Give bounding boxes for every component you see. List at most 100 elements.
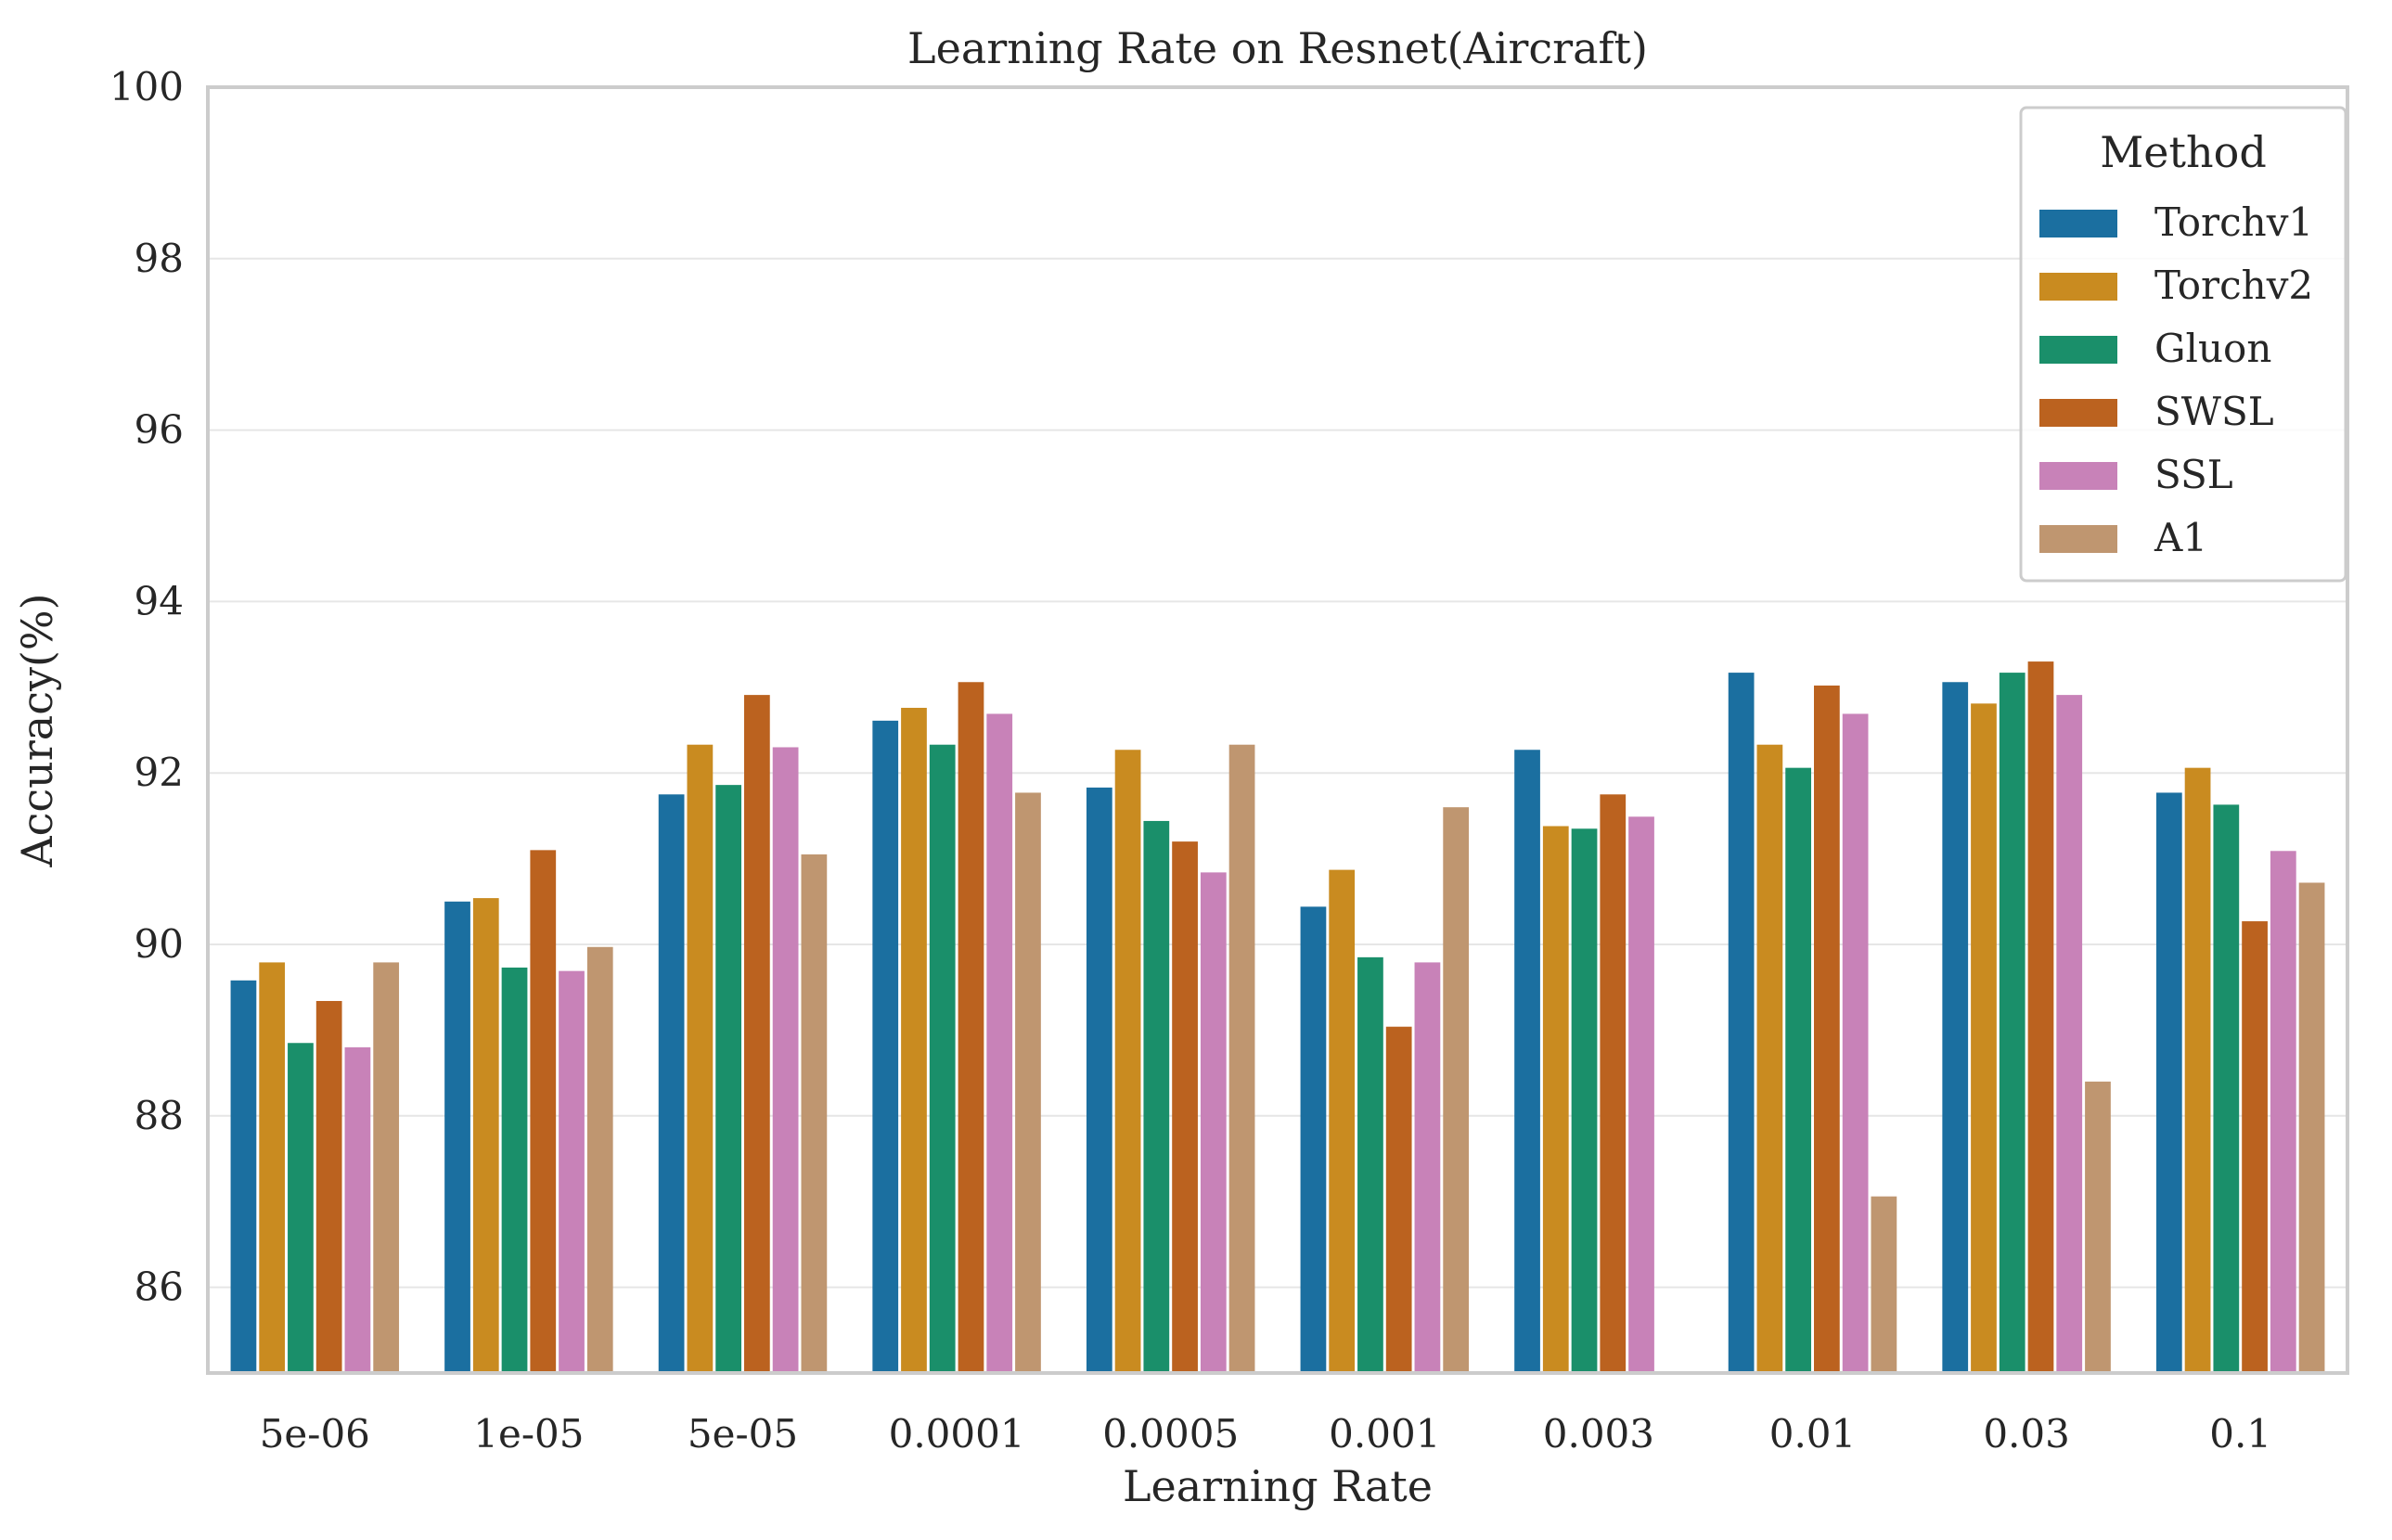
bar-a1-5e-05 [801,853,828,1373]
y-tick-label: 94 [135,578,184,623]
bar-swsl-5e-05 [744,695,770,1373]
x-tick-label: 5e-06 [260,1411,370,1457]
bar-a1-0.01 [1871,1196,1897,1373]
bar-gluon-5e-05 [715,785,741,1373]
x-axis-label: Learning Rate [1123,1461,1433,1511]
bar-swsl-0.1 [2242,921,2268,1373]
bar-ssl-0.0005 [1200,872,1227,1373]
bar-ssl-0.03 [2056,695,2083,1373]
bar-gluon-0.0005 [1143,820,1170,1373]
bar-swsl-0.0001 [958,682,984,1373]
bar-torchv2-0.01 [1756,744,1783,1373]
x-tick-label: 0.01 [1769,1411,1857,1457]
bar-a1-5e-06 [373,962,400,1373]
bar-gluon-0.003 [1571,828,1598,1373]
legend: Method Torchv1 Torchv2 Gluon SWSL SSL A1 [2019,106,2347,583]
legend-swatch-a1 [2039,525,2117,553]
bar-gluon-0.01 [1785,767,1811,1373]
bar-gluon-0.03 [1999,673,2025,1373]
bar-a1-0.0005 [1228,744,1255,1373]
plot-frame [206,85,2349,1375]
legend-label-torchv2: Torchv2 [2154,263,2313,308]
legend-label-a1: A1 [2154,515,2207,560]
x-axis-ticks: 5e-06 1e-05 5e-05 0.0001 0.0005 0.001 0.003 0.0… [260,1411,2271,1457]
bar-torchv1-0.1 [2155,792,2182,1373]
bar-torchv1-5e-05 [658,794,685,1373]
bar-ssl-1e-05 [559,970,585,1373]
legend-swatch-ssl [2039,462,2117,490]
y-axis-ticks: 86 88 90 92 94 96 98 100 [109,64,184,1310]
bar-torchv2-0.0001 [901,707,927,1373]
bar-a1-0.0001 [1015,792,1041,1373]
bar-torchv2-5e-06 [259,962,286,1373]
bars [230,661,2325,1373]
legend-label-gluon: Gluon [2154,326,2271,371]
legend-swatch-torchv1 [2039,210,2117,237]
x-tick-label: 5e-05 [688,1411,798,1457]
x-tick-label: 0.003 [1543,1411,1654,1457]
bar-swsl-0.01 [1814,685,1840,1373]
bar-ssl-0.001 [1414,962,1441,1373]
bar-gluon-0.001 [1357,956,1383,1373]
bar-torchv1-1e-05 [444,901,470,1373]
bar-torchv2-5e-05 [687,744,714,1373]
bar-a1-0.001 [1443,807,1470,1373]
y-tick-label: 88 [135,1093,184,1138]
bar-torchv1-0.003 [1514,750,1540,1373]
legend-label-ssl: SSL [2154,452,2233,497]
bar-a1-0.1 [2298,882,2325,1373]
bar-torchv2-0.003 [1542,826,1569,1373]
y-tick-label: 86 [135,1264,184,1310]
bar-torchv1-5e-06 [230,980,257,1373]
bar-ssl-5e-06 [344,1046,371,1373]
legend-items: Torchv1 Torchv2 Gluon SWSL SSL A1 [2039,199,2313,560]
y-tick-label: 92 [135,750,184,795]
y-tick-label: 98 [135,236,184,281]
x-tick-label: 0.1 [2209,1411,2271,1457]
bar-torchv1-0.0005 [1086,787,1112,1373]
legend-title: Method [2100,127,2267,177]
bar-swsl-5e-06 [315,1000,342,1373]
bar-a1-1e-05 [586,946,613,1373]
y-tick-label: 90 [135,921,184,967]
bar-ssl-0.01 [1842,713,1869,1373]
y-axis-label: Accuracy(%) [12,593,62,867]
chart-title: Learning Rate on Resnet(Aircraft) [907,23,1648,73]
x-tick-label: 0.0001 [889,1411,1025,1457]
bar-swsl-0.0005 [1172,841,1198,1373]
bar-ssl-5e-05 [772,747,799,1373]
legend-swatch-torchv2 [2039,273,2117,301]
bar-swsl-0.001 [1385,1026,1412,1373]
bar-torchv1-0.01 [1728,673,1755,1373]
bar-swsl-0.03 [2027,661,2054,1373]
x-tick-label: 0.001 [1329,1411,1440,1457]
bar-torchv2-0.1 [2184,767,2211,1373]
bar-torchv2-0.001 [1329,869,1356,1373]
bar-torchv1-0.0001 [872,720,899,1373]
x-tick-label: 1e-05 [473,1411,584,1457]
y-tick-label: 100 [109,64,184,109]
bar-ssl-0.003 [1628,816,1654,1373]
legend-swatch-swsl [2039,399,2117,427]
legend-label-swsl: SWSL [2154,389,2274,434]
bar-torchv2-1e-05 [472,898,499,1373]
x-tick-label: 0.03 [1983,1411,2070,1457]
x-tick-label: 0.0005 [1102,1411,1239,1457]
bar-gluon-0.0001 [929,744,956,1373]
bar-torchv2-0.03 [1971,703,1997,1373]
bar-ssl-0.1 [2270,851,2296,1373]
bar-swsl-1e-05 [530,850,557,1373]
bar-torchv1-0.001 [1300,906,1327,1373]
bar-torchv1-0.03 [1942,682,1969,1373]
bar-gluon-0.1 [2213,804,2240,1373]
bar-gluon-1e-05 [501,967,528,1373]
bar-a1-0.03 [2085,1081,2111,1373]
legend-swatch-gluon [2039,336,2117,364]
bar-torchv2-0.0005 [1114,750,1141,1373]
legend-label-torchv1: Torchv1 [2154,199,2313,245]
bar-ssl-0.0001 [986,713,1013,1373]
y-tick-label: 96 [135,407,184,453]
bar-swsl-0.003 [1600,794,1627,1373]
bar-gluon-5e-06 [288,1043,314,1373]
